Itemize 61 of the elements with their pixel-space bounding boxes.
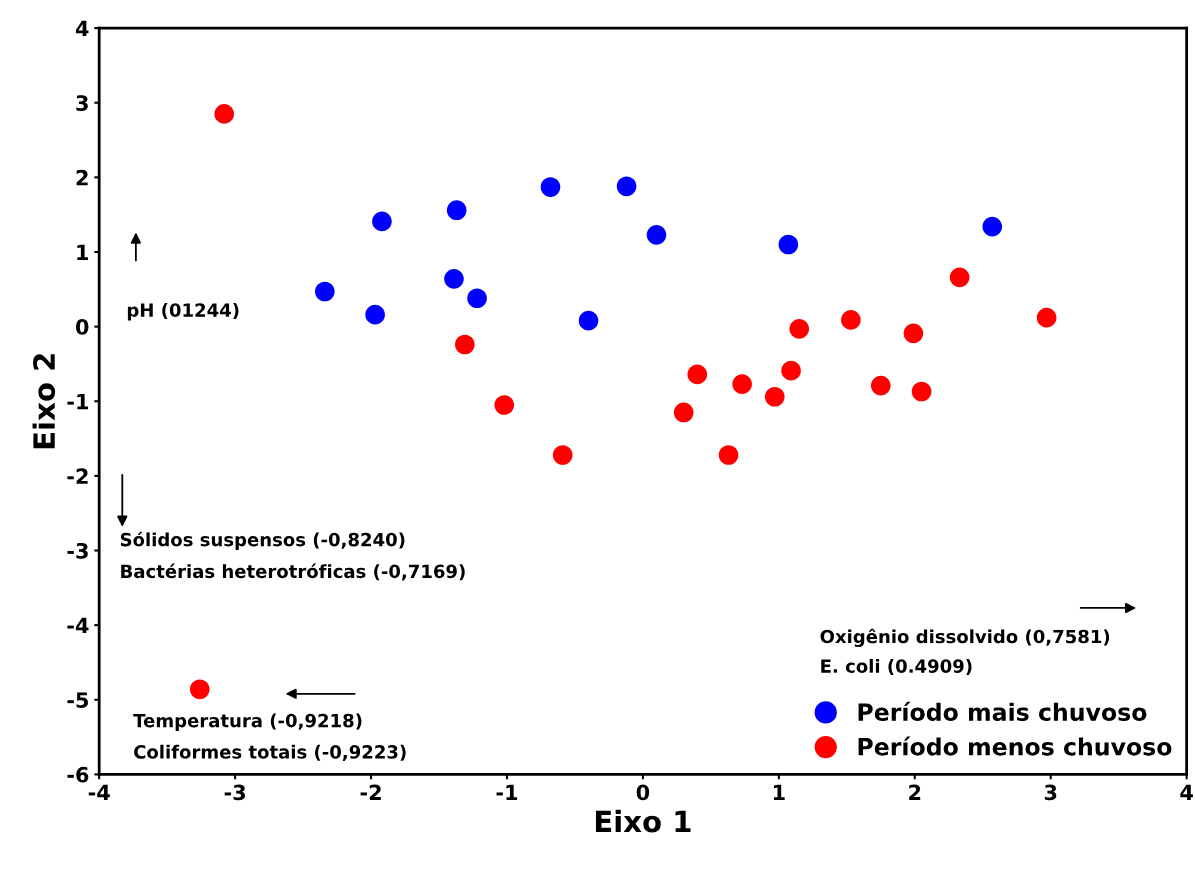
y-tick-label: 3: [76, 95, 88, 111]
point: [646, 225, 667, 245]
point: [552, 445, 573, 465]
point: [189, 679, 210, 700]
point: [789, 319, 810, 339]
point: [982, 216, 1003, 237]
annotation: Oxigênio dissolvido (0,7581): [820, 628, 1110, 647]
x-tick-label: 2: [909, 784, 921, 800]
x-tick-label: 1: [773, 784, 785, 800]
y-tick-label: 4: [75, 20, 89, 37]
y-tick-label: -2: [67, 468, 88, 484]
point: [778, 234, 799, 255]
point: [494, 395, 515, 415]
point: [444, 269, 464, 289]
y-tick-label: -3: [67, 542, 88, 559]
point: [673, 402, 694, 423]
y-tick-label: 0: [75, 319, 89, 335]
x-axis-title: Eixo 1: [595, 809, 691, 833]
point: [718, 445, 739, 465]
point: [732, 374, 752, 394]
y-axis-title: Eixo 2: [32, 354, 56, 449]
x-tick-label: 3: [1044, 784, 1057, 801]
point: [911, 381, 932, 402]
x-tick-label: -2: [360, 784, 381, 800]
legend-label: Período menos chuvoso: [858, 736, 1172, 756]
point: [315, 281, 335, 302]
point: [781, 360, 801, 381]
annotation: pH (01244): [127, 302, 239, 321]
x-tick-label: -1: [496, 784, 518, 800]
point: [1036, 307, 1057, 328]
y-tick-label: -5: [67, 692, 89, 708]
point: [903, 323, 924, 344]
x-tick-label: 4: [1180, 784, 1193, 800]
y-tick-label: 1: [77, 244, 89, 260]
point: [214, 104, 235, 124]
point: [455, 334, 475, 355]
y-tick-label: -6: [67, 766, 89, 783]
point: [764, 386, 785, 407]
point: [372, 211, 392, 232]
point: [687, 364, 708, 385]
annotation: Coliformes totais (-0,9223): [134, 744, 406, 762]
annotation: Temperatura (-0,9218): [133, 713, 362, 731]
y-tick-label: 2: [76, 169, 88, 186]
point: [870, 375, 891, 396]
x-tick-label: -3: [224, 784, 246, 801]
point: [949, 267, 970, 288]
point: [616, 176, 637, 197]
annotation: Sólidos suspensos (-0,8240): [120, 531, 405, 550]
point: [446, 200, 467, 221]
point: [540, 177, 561, 197]
legend-label: Período mais chuvoso: [858, 701, 1147, 721]
point: [841, 310, 861, 330]
y-tick-label: -1: [67, 393, 89, 410]
y-tick-label: -4: [67, 617, 89, 634]
x-tick-label: 0: [636, 784, 650, 801]
annotation: Bactérias heterotróficas (-0,7169): [121, 563, 465, 581]
point: [365, 304, 385, 325]
x-tick-label: -4: [88, 784, 110, 800]
point: [467, 288, 487, 309]
annotation: E. coli (0.4909): [821, 658, 972, 676]
point: [578, 310, 599, 331]
